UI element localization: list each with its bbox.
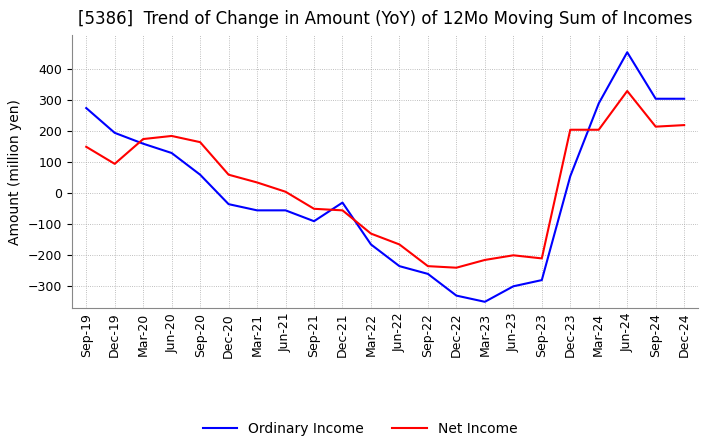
Net Income [452,265,461,270]
Net Income [423,264,432,269]
Ordinary Income [595,101,603,106]
Line: Ordinary Income: Ordinary Income [86,52,684,302]
Line: Net Income: Net Income [86,91,684,268]
Ordinary Income [139,141,148,147]
Ordinary Income [652,96,660,101]
Ordinary Income [310,219,318,224]
Net Income [82,144,91,150]
Ordinary Income [196,172,204,177]
Net Income [196,139,204,145]
Ordinary Income [253,208,261,213]
Ordinary Income [82,106,91,111]
Ordinary Income [110,130,119,136]
Net Income [623,88,631,94]
Ordinary Income [225,202,233,207]
Ordinary Income [167,150,176,156]
Y-axis label: Amount (million yen): Amount (million yen) [9,99,22,245]
Ordinary Income [509,284,518,289]
Net Income [167,133,176,139]
Ordinary Income [566,174,575,179]
Ordinary Income [480,299,489,304]
Net Income [225,172,233,177]
Net Income [139,136,148,142]
Net Income [253,180,261,185]
Net Income [566,127,575,132]
Net Income [680,122,688,128]
Ordinary Income [282,208,290,213]
Net Income [537,256,546,261]
Net Income [652,124,660,129]
Net Income [310,206,318,212]
Net Income [110,161,119,166]
Ordinary Income [423,271,432,276]
Legend: Ordinary Income, Net Income: Ordinary Income, Net Income [197,417,523,440]
Net Income [338,208,347,213]
Net Income [595,127,603,132]
Net Income [282,189,290,194]
Ordinary Income [366,242,375,247]
Title: [5386]  Trend of Change in Amount (YoY) of 12Mo Moving Sum of Incomes: [5386] Trend of Change in Amount (YoY) o… [78,10,693,28]
Net Income [395,242,404,247]
Ordinary Income [537,278,546,283]
Ordinary Income [680,96,688,101]
Net Income [480,257,489,263]
Ordinary Income [623,50,631,55]
Ordinary Income [452,293,461,298]
Ordinary Income [338,200,347,205]
Net Income [509,253,518,258]
Ordinary Income [395,264,404,269]
Net Income [366,231,375,236]
